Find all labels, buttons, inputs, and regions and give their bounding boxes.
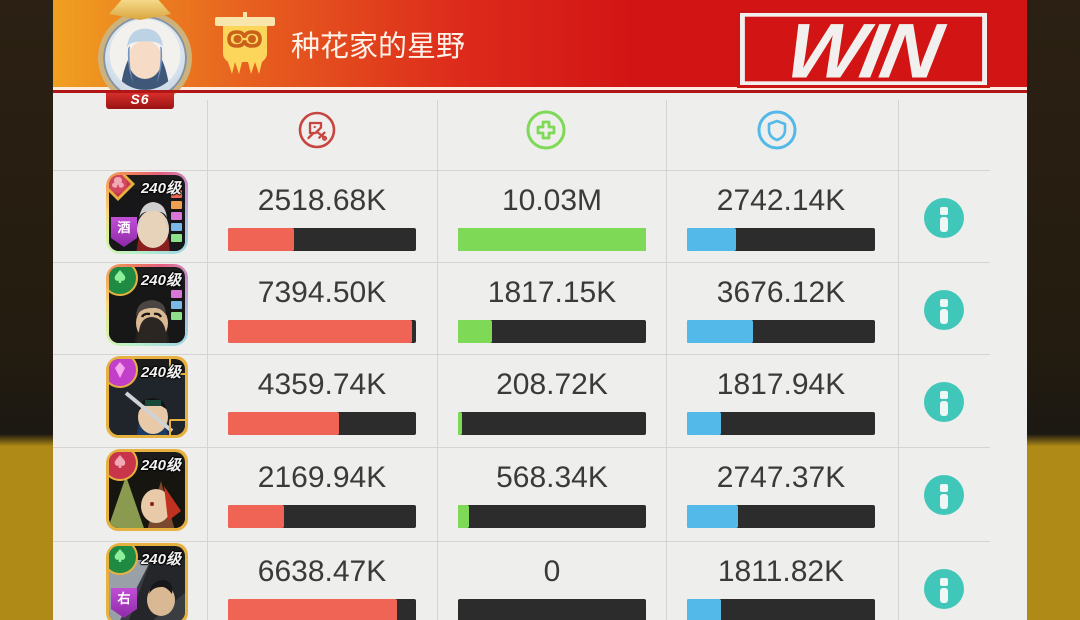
svg-text:WIN: WIN <box>779 13 951 85</box>
